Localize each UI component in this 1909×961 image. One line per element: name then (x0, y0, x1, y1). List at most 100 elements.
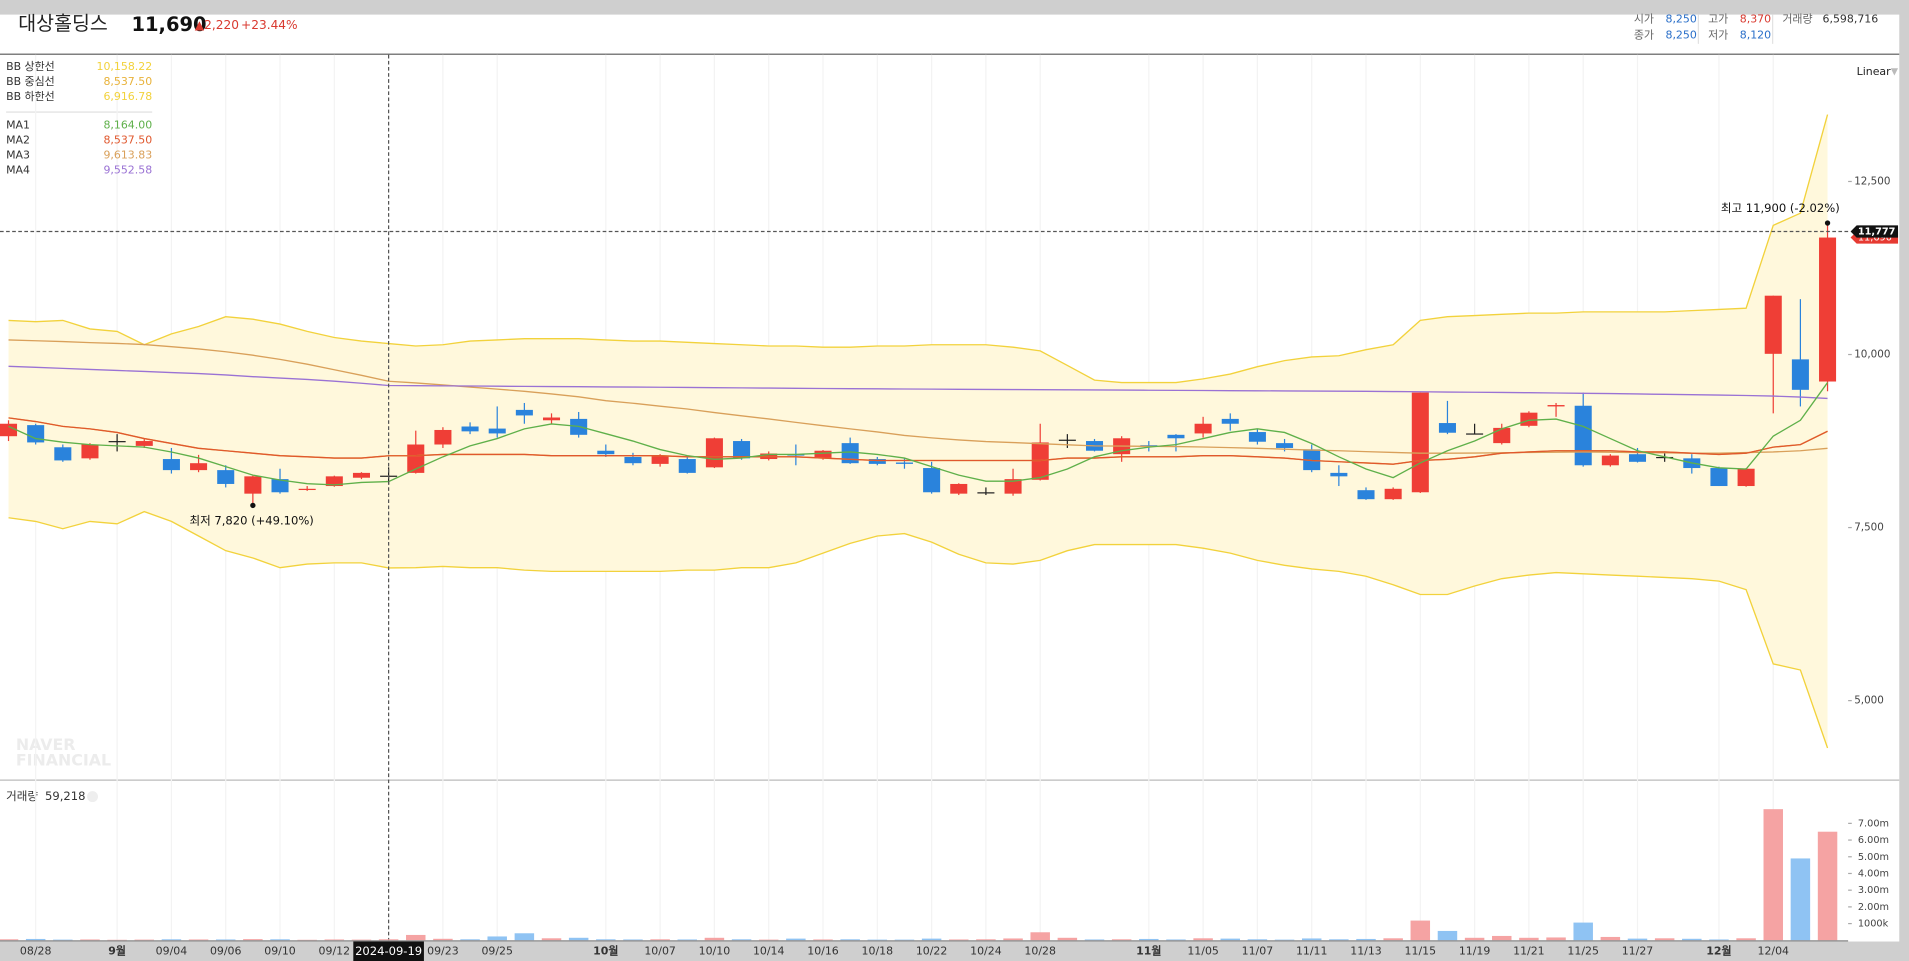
candle-body (81, 444, 99, 459)
volume-bar (1301, 938, 1322, 941)
volume-tick-label: 7.00m (1858, 818, 1889, 829)
volume-bar (1057, 937, 1078, 941)
x-tick-label: 11/11 (1296, 944, 1328, 957)
volume-bar (460, 939, 480, 941)
candle-body (705, 438, 723, 468)
x-tick-label: 09/04 (156, 944, 188, 957)
extreme-label: 최저 7,820 (+49.10%) (189, 514, 313, 528)
y-tick-label: 12,500 (1854, 175, 1890, 187)
indicator-line (8, 382, 1829, 486)
volume-close-button[interactable] (87, 791, 99, 803)
x-tick-label: 09/12 (319, 944, 351, 957)
volume-bar (1356, 938, 1376, 941)
volume-bar (1627, 938, 1648, 941)
volume-bar (1084, 939, 1105, 941)
volume-bar (1736, 938, 1756, 941)
candle-body (1438, 423, 1456, 433)
candle-body (1574, 405, 1592, 466)
x-tick-label: 11/05 (1187, 944, 1219, 957)
volume-bar (758, 939, 779, 941)
quote-value: 8,250 (1666, 12, 1697, 25)
quote-value: 8,120 (1740, 28, 1771, 41)
volume-bar (1003, 938, 1023, 941)
x-tick-label: 10/07 (644, 944, 676, 957)
volume-bar (487, 936, 507, 941)
candle-body (1330, 472, 1348, 477)
volume-bar (134, 939, 155, 941)
volume-bar (270, 939, 290, 941)
candle-body (271, 479, 289, 493)
volume-bar (1410, 920, 1431, 941)
volume-bar (243, 939, 263, 941)
candle-body (678, 459, 696, 473)
legend-name: BB 상한선 (6, 60, 55, 73)
watermark: FINANCIAL (16, 751, 111, 770)
quote-label: 거래량 (1782, 12, 1812, 25)
candle-body (352, 472, 370, 478)
scale-arrow[interactable] (1890, 68, 1899, 76)
candle-body (1819, 237, 1837, 382)
volume-tick-label: 3.00m (1858, 885, 1889, 896)
x-tick-label: 10/18 (862, 944, 894, 957)
candle-body (1791, 359, 1809, 390)
volume-tick-label: 1000k (1858, 919, 1889, 930)
candle-body (1710, 468, 1728, 487)
quote-label: 고가 (1708, 12, 1728, 25)
x-tick-label: 9월 (108, 943, 126, 957)
volume-bar (1329, 939, 1349, 941)
candle-body (977, 492, 995, 494)
candle-body (651, 455, 669, 464)
volume-bar (1166, 939, 1186, 941)
volume-bar (976, 939, 996, 941)
extreme-dot (1824, 220, 1831, 226)
x-tick-label: 12/04 (1757, 944, 1789, 957)
x-tick-label: 11월 (1136, 943, 1161, 957)
volume-bar (378, 939, 399, 941)
volume-bar (541, 938, 562, 941)
candle-body (923, 468, 941, 493)
candle-body (1628, 454, 1647, 462)
candle-body (1656, 456, 1674, 459)
quote-label: 저가 (1708, 28, 1728, 41)
x-tick-label: 11/25 (1567, 944, 1599, 957)
scale-mode[interactable]: Linear (1857, 65, 1891, 78)
candle-body (0, 423, 18, 437)
volume-bar (867, 939, 888, 941)
legend-name: MA4 (6, 163, 30, 176)
x-tick-label: 11/21 (1513, 944, 1545, 957)
candle-body (1493, 427, 1511, 444)
crosshair-date: 2024-09-19 (355, 944, 422, 958)
legend-value: 6,916.78 (103, 90, 152, 103)
candle-body (950, 483, 968, 494)
indicator-line (8, 114, 1829, 384)
candle-body (515, 409, 533, 416)
volume-bar (1790, 858, 1811, 941)
volume-bar (568, 937, 589, 941)
bb-band (8, 114, 1828, 749)
candle-body (27, 425, 45, 443)
legend-name: MA2 (6, 133, 30, 146)
volume-bar (894, 939, 915, 941)
volume-bar (650, 939, 670, 941)
volume-bar (840, 939, 860, 941)
legend-name: MA1 (6, 118, 30, 131)
candle-body (407, 444, 425, 473)
legend-value: 8,537.50 (103, 133, 152, 146)
y-tick-label: 7,500 (1854, 522, 1884, 534)
legend-value: 8,164.00 (103, 118, 152, 131)
candle-body (1194, 423, 1212, 434)
volume-bar (731, 939, 752, 941)
volume-bar (0, 939, 19, 941)
volume-bar (704, 937, 725, 941)
legend-value: 9,552.58 (103, 163, 152, 176)
indicator-line (8, 365, 1828, 400)
volume-bar (1546, 937, 1566, 941)
volume-bar (1220, 938, 1240, 941)
candle-body (1303, 449, 1321, 471)
candle-body (135, 441, 153, 446)
candle-body (434, 429, 452, 445)
x-tick-label: 10/28 (1024, 944, 1056, 957)
x-tick-label: 10/24 (970, 944, 1002, 957)
x-tick-label: 09/06 (210, 944, 242, 957)
volume-tick-label: 4.00m (1858, 868, 1889, 879)
